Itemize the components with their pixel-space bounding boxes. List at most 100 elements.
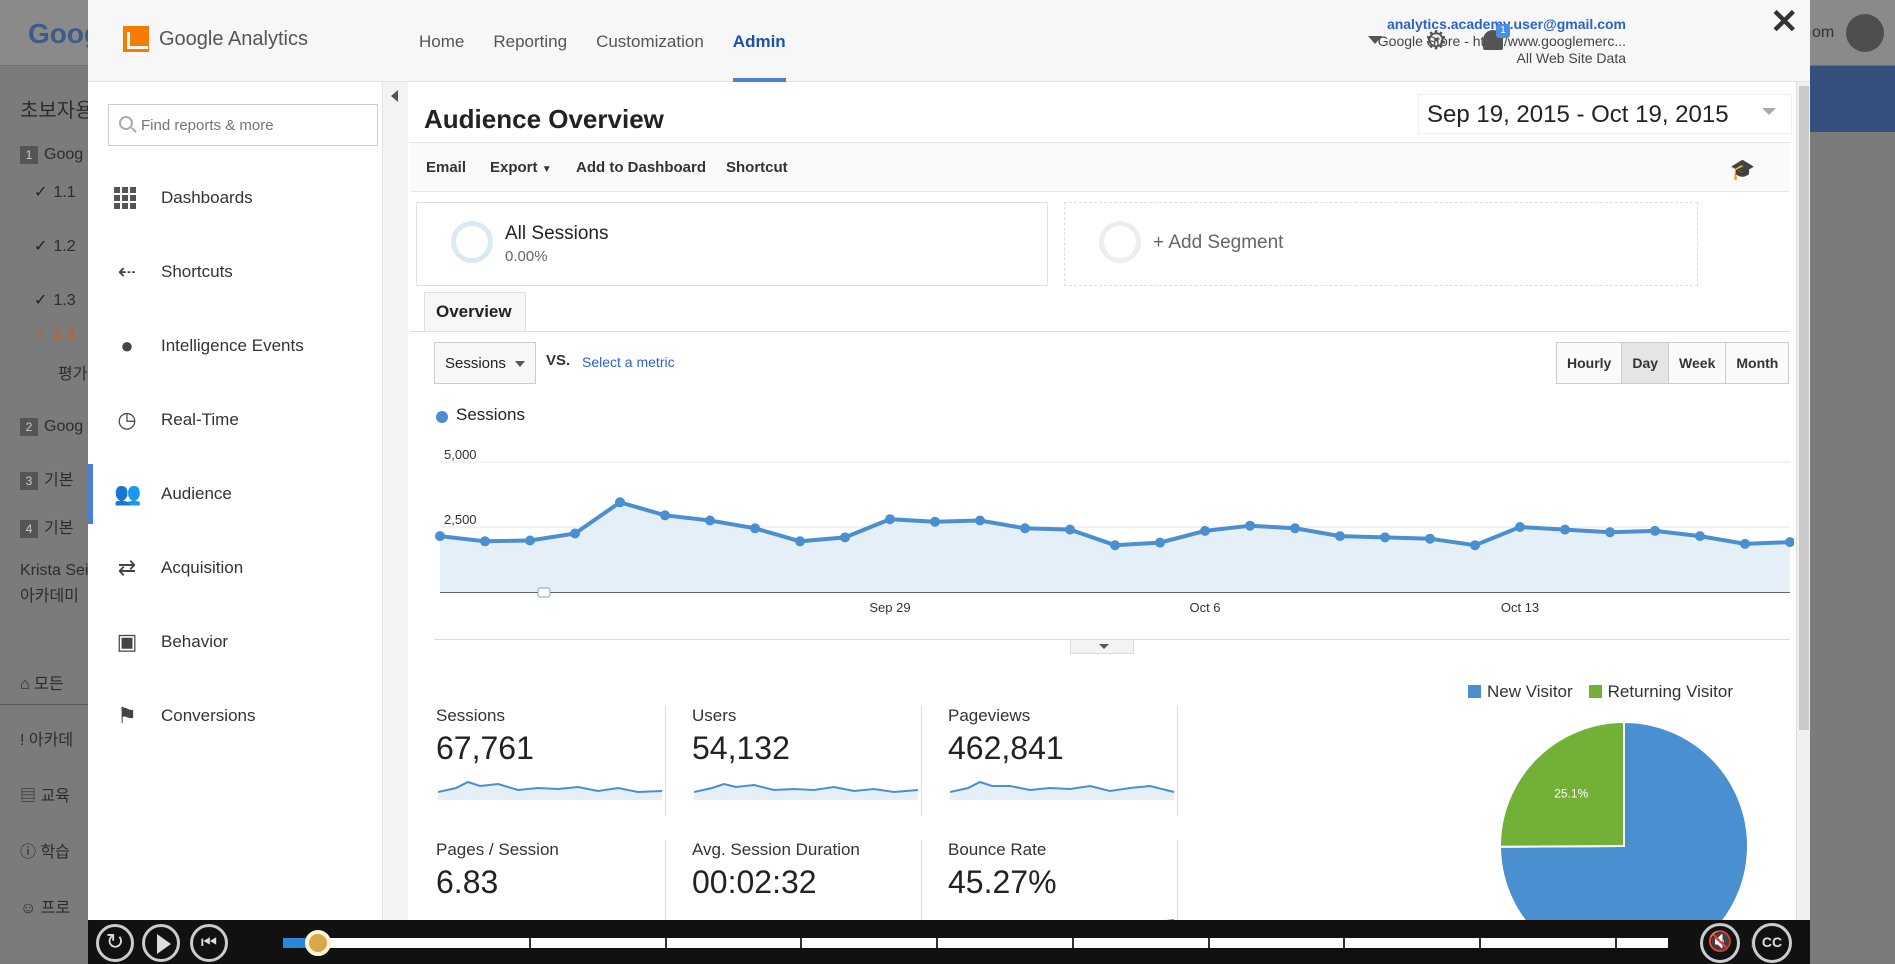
data-point [1110,540,1120,551]
scorecard-pages-per-session[interactable]: Pages / Session 6.83 [436,840,666,922]
gear-icon[interactable]: ⚙ [1424,25,1448,55]
add-to-dashboard-button[interactable]: Add to Dashboard [576,159,706,176]
shortcut-button[interactable]: Shortcut [726,159,788,176]
month-button[interactable]: Month [1726,343,1789,383]
background-item[interactable]: ✓ 1.3 [34,292,76,309]
collapse-arrow-icon[interactable] [391,90,398,102]
data-point [1065,524,1075,535]
pie-slice [1499,722,1625,848]
divider [0,704,88,705]
tab-reporting[interactable]: Reporting [493,32,568,51]
acquisition-arrows-icon: ⇄ [117,555,137,580]
data-point [1200,525,1210,536]
avatar[interactable] [1846,14,1884,52]
tab-home[interactable]: Home [419,32,465,51]
sidebar-item-dashboards[interactable]: Dashboards [88,168,382,228]
sidebar-collapse-strip[interactable] [382,82,408,922]
page-title: Audience Overview [424,104,664,134]
search-input[interactable] [141,113,371,137]
tab-customization[interactable]: Customization [596,32,704,51]
graduation-cap-icon[interactable]: 🎓 [1730,159,1755,181]
progress-tick [1615,938,1618,948]
sparkline [950,780,1175,800]
skip-back-icon[interactable]: ⏮ [190,924,228,962]
background-item[interactable]: ✓ 1.2 [34,238,76,255]
background-item[interactable]: ✓ 1.4 [34,326,76,343]
background-link[interactable]: ⓘ 학습 [20,844,70,861]
scorecard-bounce-rate[interactable]: Bounce Rate 45.27% [948,840,1178,922]
progress-tick [528,938,531,948]
hourly-button[interactable]: Hourly [1557,343,1623,383]
background-author-org: 아카데미 [20,588,79,605]
sparkline [438,780,663,800]
main-nav-tabs: Home Reporting Customization Admin [419,0,815,82]
pie-data-label: 25.1% [1554,787,1588,801]
sidebar-item-behavior[interactable]: ▣ Behavior [88,612,382,672]
email-button[interactable]: Email [426,159,467,176]
progress-tick [1343,938,1346,948]
clock-icon: ◷ [117,407,137,432]
report-content: Audience Overview Sep 19, 2015 - Oct 19,… [410,82,1794,922]
chart-collapse-toggle[interactable] [1070,640,1134,654]
sidebar-item-conversions[interactable]: ⚑ Conversions [88,686,382,746]
sidebar-item-audience[interactable]: 👥 Audience [88,464,382,524]
data-point [705,515,715,526]
scorecard-pageviews[interactable]: Pageviews 462,841 [948,706,1178,816]
background-section-title: 초보자용 [20,100,94,122]
volume-mute-icon[interactable]: 🔇 [1700,923,1740,963]
data-point [1290,523,1300,534]
segment-all-sessions[interactable]: All Sessions 0.00% [416,202,1048,286]
x-tick-label: Oct 13 [1501,600,1539,615]
people-icon: 👥 [114,481,142,506]
report-action-bar: Email Export ▼ Add to Dashboard Shortcut… [410,142,1790,192]
progress-bar[interactable] [283,938,1753,948]
sidebar-item-intelligence-events[interactable]: ● Intelligence Events [88,316,382,376]
replay-icon[interactable]: ↻ [96,924,134,962]
background-item[interactable]: 평가 [58,366,88,383]
chevron-down-icon[interactable] [1762,108,1776,115]
background-item[interactable]: 3 기본 [20,466,73,490]
metric-dropdown[interactable]: Sessions [434,342,536,384]
play-button[interactable] [142,924,180,962]
data-point [1605,527,1615,538]
scorecard-avg-session-duration[interactable]: Avg. Session Duration 00:02:32 [692,840,922,922]
scorecard-sessions[interactable]: Sessions 67,761 [436,706,666,816]
data-point [1515,522,1525,532]
progress-handle[interactable] [304,930,331,956]
sidebar-item-real-time[interactable]: ◷ Real-Time [88,390,382,450]
progress-tick [1750,938,1753,948]
background-link[interactable]: ☺ 프로 [20,900,71,917]
progress-tick [1071,938,1074,948]
background-link[interactable]: ! 아카데 [20,732,74,749]
week-button[interactable]: Week [1669,343,1727,383]
divider [410,331,1790,332]
notification-bell[interactable]: 1 [1478,24,1510,54]
sidebar-item-shortcuts[interactable]: ⇠ Shortcuts [88,242,382,302]
chevron-down-icon[interactable] [1368,36,1382,44]
pie-legend: New Visitor Returning Visitor [1468,682,1733,702]
background-item[interactable]: 4 기본 [20,514,73,538]
closed-captions-button[interactable]: CC [1752,923,1792,963]
legend-sessions: Sessions [456,405,525,424]
background-item[interactable]: 1 Goog [20,146,83,164]
close-icon[interactable]: ✕ [1770,3,1799,41]
sidebar-item-acquisition[interactable]: ⇄ Acquisition [88,538,382,598]
select-metric-link[interactable]: Select a metric [582,354,675,370]
segment-ring-icon [1099,221,1141,263]
background-item[interactable]: ✓ 1.1 [34,184,76,201]
ga-logo[interactable]: Google Analytics [123,26,308,52]
background-item[interactable]: 2 Goog [20,418,83,436]
export-button[interactable]: Export ▼ [490,159,552,176]
tab-overview[interactable]: Overview [424,292,526,332]
day-button[interactable]: Day [1622,343,1670,383]
add-segment-button[interactable]: + Add Segment [1064,202,1698,286]
scroll-thumb[interactable] [1799,86,1809,730]
scrollbar[interactable] [1796,82,1810,922]
background-link[interactable]: ▤ 교육 [20,788,70,805]
tab-admin[interactable]: Admin [732,0,786,82]
background-user-text: om [1812,24,1835,41]
scorecard-users[interactable]: Users 54,132 [692,706,922,816]
date-range-picker[interactable]: Sep 19, 2015 - Oct 19, 2015 [1418,94,1792,134]
background-link[interactable]: ⌂ 모든 [20,676,64,693]
